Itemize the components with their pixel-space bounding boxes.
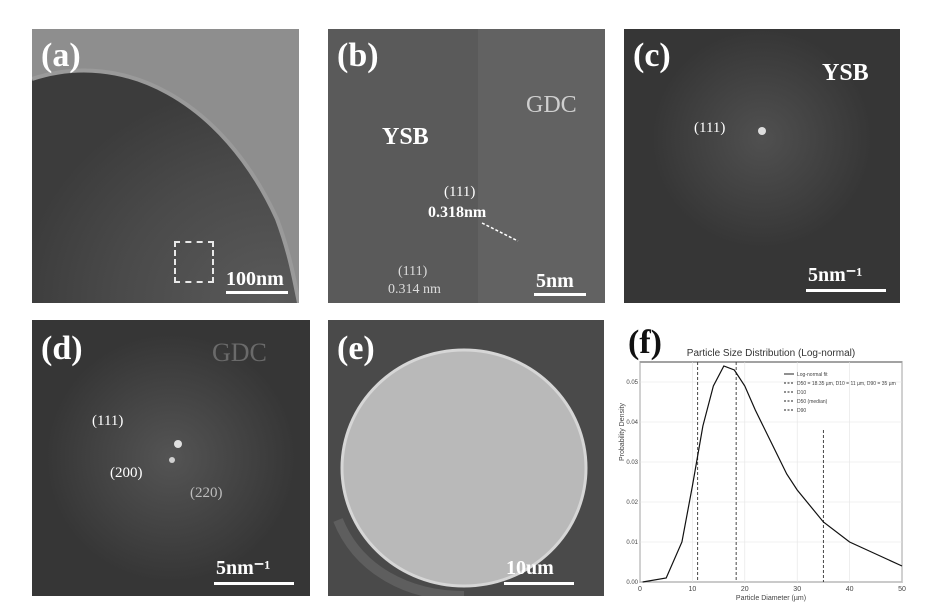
fft-plane-label-111: (111) <box>92 414 123 429</box>
plane-label-2: (111) <box>398 265 427 279</box>
selection-box <box>174 241 214 283</box>
panel-d: (d) GDC (111) (200) (220) 5nm⁻¹ <box>32 320 310 596</box>
phase-label-gdc: GDC <box>526 93 577 117</box>
panel-a: (a) 100nm <box>32 29 299 303</box>
panel-d-scale-label: 5nm⁻¹ <box>216 558 270 578</box>
plane-label-1: (111) <box>444 185 475 200</box>
y-axis-label: Probability Density <box>619 403 626 461</box>
d-spacing-2: 0.314 nm <box>388 283 441 297</box>
panel-e-scale-label: 10um <box>506 558 554 578</box>
panel-a-scale-bar <box>226 291 288 294</box>
fft-plane-label-200: (200) <box>110 466 143 481</box>
x-tick-label: 40 <box>846 586 854 593</box>
panel-a-scale-label: 100nm <box>226 269 284 289</box>
panel-c-scale-bar <box>806 289 886 292</box>
x-tick-label: 10 <box>689 586 697 593</box>
panel-c-scale-label: 5nm⁻¹ <box>808 265 862 285</box>
legend-entry: D10 <box>797 390 806 396</box>
annotation-arrow <box>478 219 528 249</box>
phase-label-ysb: YSB <box>382 125 429 149</box>
panel-b-label: (b) <box>337 39 379 73</box>
panel-a-label: (a) <box>41 39 81 73</box>
panel-c-label: (c) <box>633 39 671 73</box>
y-tick-label: 0.01 <box>626 540 638 546</box>
phase-label-gdc-fft: GDC <box>212 340 267 366</box>
fft-plane-label: (111) <box>694 121 725 136</box>
legend-entry: D90 <box>797 408 806 414</box>
x-tick-label: 0 <box>638 586 642 593</box>
y-tick-label: 0.00 <box>626 580 638 586</box>
panel-b-scale-bar <box>534 293 586 296</box>
x-tick-label: 30 <box>793 586 801 593</box>
panel-d-scale-bar <box>214 582 294 585</box>
panel-c: (c) YSB (111) 5nm⁻¹ <box>624 29 900 303</box>
panel-b: (b) YSB GDC (111) 0.318nm (111) 0.314 nm… <box>328 29 605 303</box>
panel-e-scale-bar <box>504 582 574 585</box>
x-axis-label: Particle Diameter (µm) <box>736 595 806 602</box>
phase-label-ysb-fft: YSB <box>822 61 869 85</box>
y-tick-label: 0.02 <box>626 500 638 506</box>
panel-e-label: (e) <box>337 332 375 366</box>
fft-plane-label-220: (220) <box>190 486 223 501</box>
chart-title: Particle Size Distribution (Log-normal) <box>687 348 855 359</box>
x-tick-label: 20 <box>741 586 749 593</box>
panel-e: (e) 10um <box>328 320 604 596</box>
y-tick-label: 0.05 <box>626 380 638 386</box>
x-tick-label: 50 <box>898 586 906 593</box>
panel-b-scale-label: 5nm <box>536 271 574 291</box>
panel-d-label: (d) <box>41 332 83 366</box>
y-tick-label: 0.04 <box>626 420 638 426</box>
legend-entry: Log-normal fit <box>797 372 828 378</box>
legend-entry: D50 = 18.35 µm, D10 = 11 µm, D90 = 35 µm <box>797 381 896 387</box>
legend-entry: D50 (median) <box>797 399 828 405</box>
chart-f: Particle Size Distribution (Log-normal) 0… <box>618 342 908 604</box>
y-tick-label: 0.03 <box>626 460 638 466</box>
